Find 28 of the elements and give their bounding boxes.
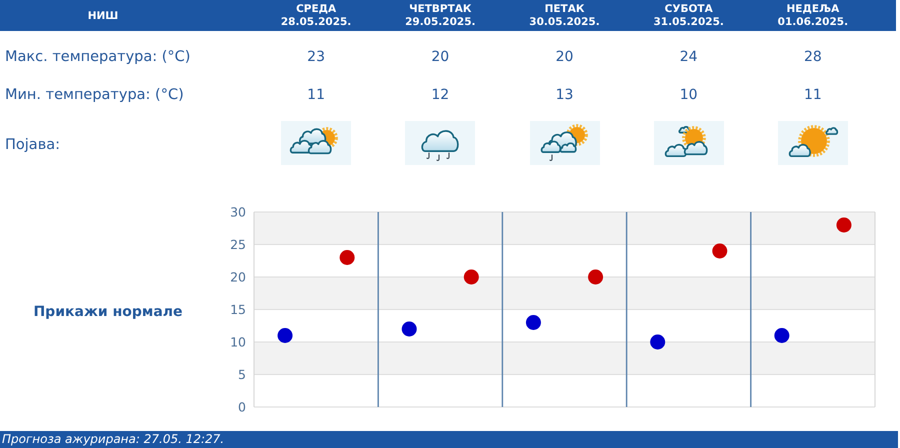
data-label: 20 — [430, 48, 450, 67]
y-tick-label: 10 — [230, 334, 246, 350]
y-tick-label: 15 — [230, 302, 246, 317]
text: Прогноза ажурирана: 27.05. 12:27. — [2, 432, 224, 446]
data-label: 13 — [554, 86, 574, 105]
text: Појава: — [5, 137, 60, 153]
text: НЕДЕЉА 01.06.2025. — [776, 2, 850, 28]
data-label: 23 — [306, 48, 326, 67]
text: СУБОТА 31.05.2025. — [652, 2, 725, 28]
y-tick-label: 25 — [230, 236, 246, 252]
data-label: 24 — [678, 48, 699, 67]
y-tick-label: 5 — [238, 366, 246, 382]
data-label: 28 — [802, 48, 823, 67]
text: Мин. температура: (°C) — [5, 87, 184, 103]
data-label: 20 — [554, 48, 574, 67]
y-tick-label: 0 — [238, 399, 246, 414]
y-tick-label: 20 — [230, 269, 246, 284]
text: Макс. температура: (°C) — [5, 49, 190, 65]
text: ПЕТАК 30.05.2025. — [528, 2, 601, 28]
text: СРЕДА 28.05.2025. — [280, 2, 352, 28]
data-label: 10 — [678, 86, 699, 105]
data-label: 12 — [430, 86, 450, 105]
data-label: 11 — [802, 86, 823, 105]
text: Прикажи нормале — [33, 304, 183, 320]
text: НИШ — [88, 10, 118, 22]
data-label: 11 — [306, 86, 326, 105]
text: ЧЕТВРТАК 29.05.2025. — [404, 2, 476, 28]
y-tick-label: 30 — [230, 204, 246, 220]
